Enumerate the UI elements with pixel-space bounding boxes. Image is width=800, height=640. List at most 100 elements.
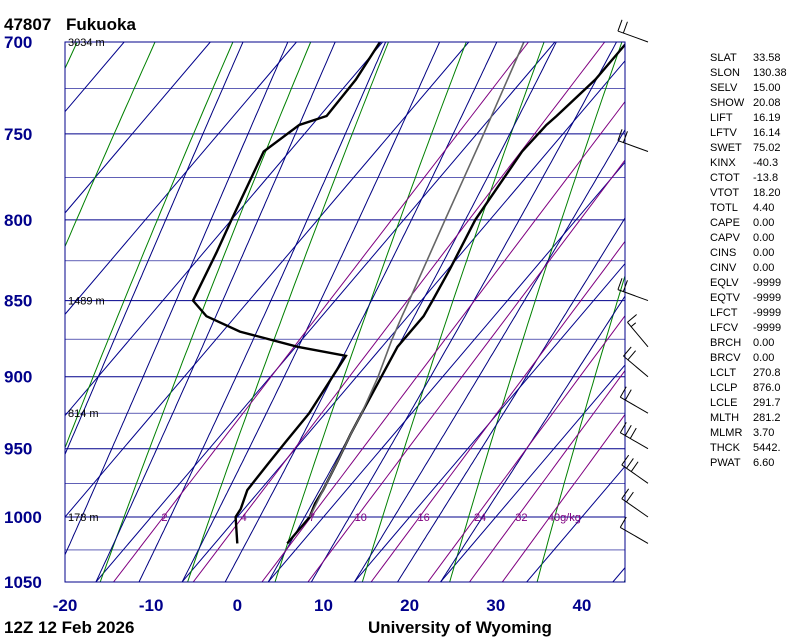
mixing-ratio-label: 16 (417, 512, 429, 524)
wind-barb (621, 488, 649, 518)
index-row: PWAT 6.60 (710, 457, 774, 469)
barb-staff (617, 289, 649, 302)
pressure-tick-label: 950 (4, 440, 32, 459)
index-label: CAPE (710, 217, 740, 229)
index-value: 0.00 (753, 232, 774, 244)
height-label: 1489 m (68, 296, 105, 308)
wind-barb (617, 129, 649, 152)
barb-staff (623, 355, 649, 378)
barb-flag (619, 516, 627, 528)
moist-adiabat-line (310, 42, 617, 582)
index-label: SLON (710, 67, 740, 79)
barb-flag (619, 422, 627, 433)
barb-flag (617, 129, 623, 141)
index-label: LCLE (710, 397, 738, 409)
index-row: LCLP 876.0 (710, 382, 781, 394)
mixing-ratio-line (113, 42, 529, 582)
index-label: CTOT (710, 172, 740, 184)
index-value: 291.7 (753, 397, 781, 409)
height-label: 814 m (68, 408, 99, 420)
mixing-ratio-label: 2 (161, 512, 167, 524)
barb-flag (624, 424, 632, 436)
isotherm-line (65, 42, 470, 518)
index-row: LFTV 16.14 (710, 127, 781, 139)
wind-barb (619, 386, 649, 414)
mixing-ratio-label: 32 (515, 512, 527, 524)
barb-half-flag (630, 322, 637, 328)
index-row: SLON 130.38 (710, 67, 787, 79)
index-value: 16.14 (753, 127, 781, 139)
barb-flag (629, 427, 637, 439)
index-row: CAPE 0.00 (710, 217, 774, 229)
index-value: 130.38 (753, 67, 787, 79)
mixing-ratio-label: 10 (355, 512, 367, 524)
index-label: BRCV (710, 352, 741, 364)
index-row: CTOT -13.8 (710, 172, 778, 184)
index-value: 75.02 (753, 142, 781, 154)
temperature-trace (191, 42, 382, 544)
index-value: 20.08 (753, 97, 781, 109)
mixing-ratio-label: 4 (241, 512, 247, 524)
barb-flag (619, 386, 627, 398)
dry-adiabat-line (99, 42, 312, 582)
wind-barb (627, 314, 649, 348)
wind-barb (619, 422, 649, 450)
barb-staff (620, 432, 649, 450)
barb-flag (617, 19, 623, 32)
pressure-tick-label: 700 (4, 33, 32, 52)
index-label: CAPV (710, 232, 741, 244)
barb-flag (622, 131, 628, 143)
moist-adiabat-line (397, 217, 625, 582)
index-value: -13.8 (753, 172, 778, 184)
parcel-trace (308, 42, 525, 518)
index-value: 0.00 (753, 262, 774, 274)
index-value: 15.00 (753, 82, 781, 94)
plot-frame (64, 41, 626, 583)
index-row: CAPV 0.00 (710, 232, 774, 244)
index-value: 16.19 (753, 112, 781, 124)
dry-adiabat-line (65, 42, 156, 248)
barb-flag (621, 488, 630, 499)
isotherm-line (181, 60, 625, 582)
index-row: VTOT 18.20 (710, 187, 781, 199)
index-label: EQTV (710, 292, 741, 304)
index-label: THCK (710, 442, 741, 454)
barb-flag (622, 21, 628, 34)
mixing-ratio-line (192, 42, 606, 582)
index-value: 33.58 (753, 52, 781, 64)
sounding-traces (191, 42, 625, 545)
stability-indices-table: SLAT 33.58 SLON 130.38 SELV 15.00 SHOW 20.08 LIF… (710, 52, 787, 469)
isotherm-line (65, 42, 297, 316)
barb-staff (621, 498, 649, 518)
index-label: LFCV (710, 322, 739, 334)
index-row: CINS 0.00 (710, 247, 774, 259)
index-label: LFTV (710, 127, 738, 139)
mixing-ratio-line (469, 369, 625, 582)
index-label: TOTL (710, 202, 738, 214)
moist-adiabat-line (65, 42, 289, 557)
barb-flag (626, 491, 634, 503)
mixing-ratio-label: 24 (474, 512, 486, 524)
dry-adiabat-line (361, 42, 545, 582)
pressure-tick-label: 750 (4, 125, 32, 144)
index-row: LCLT 270.8 (710, 367, 781, 379)
isotherm-line (354, 262, 625, 582)
isotherm-line (65, 42, 383, 417)
index-row: TOTL 4.40 (710, 202, 774, 214)
moist-adiabat-line (95, 42, 336, 582)
index-value: -9999 (753, 307, 781, 319)
index-row: BRCH 0.00 (710, 337, 774, 349)
index-row: LFCT -9999 (710, 307, 781, 319)
index-label: KINX (710, 157, 736, 169)
mixing-ratio-line (427, 314, 625, 582)
wind-barb-column (617, 19, 649, 544)
moist-adiabat-line (267, 42, 557, 582)
index-value: 281.2 (753, 412, 781, 424)
temperature-tick-label: 10 (314, 596, 333, 615)
temperature-tick-label: -20 (53, 596, 78, 615)
barb-staff (617, 30, 649, 43)
temperature-tick-label: 0 (233, 596, 242, 615)
index-label: BRCH (710, 337, 741, 349)
